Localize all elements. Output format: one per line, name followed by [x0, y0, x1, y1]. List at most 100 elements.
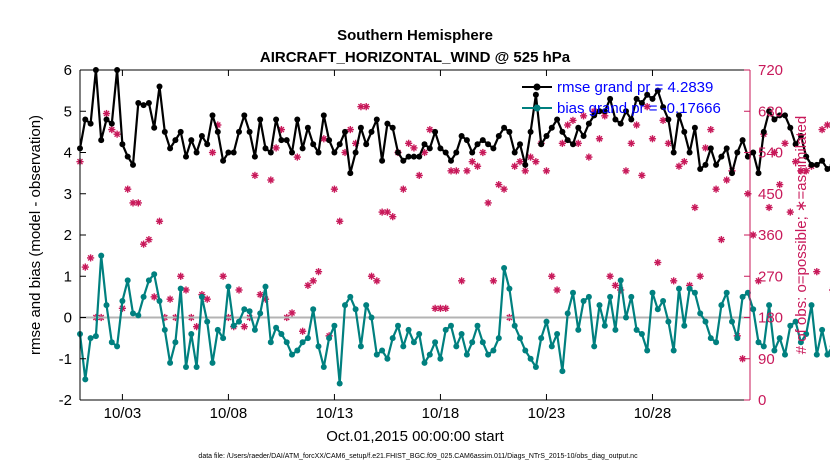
rmse-point: [495, 133, 502, 139]
bias-point: [564, 310, 571, 317]
bias-point: [331, 322, 338, 329]
rmse-point: [532, 91, 539, 98]
rmse-point: [760, 128, 767, 135]
bias-point: [395, 322, 401, 329]
obs-count-marker: [87, 254, 95, 262]
rmse-point: [108, 120, 115, 127]
rmse-point: [554, 116, 561, 123]
rmse-point: [172, 137, 179, 144]
rmse-point: [575, 124, 582, 131]
rmse-point: [660, 104, 667, 111]
bias-point: [437, 355, 444, 362]
bias-point: [379, 347, 386, 354]
obs-count-marker: [177, 272, 185, 280]
bias-point: [697, 310, 704, 317]
obs-count-marker: [786, 208, 794, 216]
rmse-point: [617, 120, 624, 127]
rmse-point: [246, 128, 253, 135]
obs-count-marker: [108, 125, 116, 134]
rmse-point: [665, 116, 672, 123]
obs-count-marker: [155, 217, 164, 225]
bias-point: [792, 318, 799, 325]
obs-count-marker: [140, 240, 148, 248]
obs-count-marker: [272, 144, 280, 152]
rmse-point: [373, 116, 380, 123]
y2-tick-label: 630: [758, 103, 783, 120]
bias-point: [82, 376, 89, 383]
rmse-point: [177, 128, 184, 135]
bias-point: [410, 339, 417, 346]
rmse-point: [220, 157, 227, 164]
rmse-point: [230, 149, 237, 156]
obs-count-marker: [468, 158, 476, 166]
bias-point: [782, 351, 788, 358]
rmse-point: [395, 149, 401, 156]
rmse-point: [511, 149, 518, 156]
obs-count-marker: [378, 208, 386, 216]
rmse-point: [570, 141, 576, 148]
obs-count-marker: [791, 158, 800, 166]
y-tick-label: 6: [64, 62, 72, 79]
bias-point: [267, 339, 274, 346]
bias-point: [543, 318, 550, 325]
bias-point: [124, 277, 131, 284]
rmse-point: [686, 149, 693, 156]
bias-point: [114, 343, 121, 350]
rmse-point: [458, 133, 465, 139]
bias-point: [803, 331, 810, 337]
bias-point: [352, 306, 359, 313]
bias-point: [241, 306, 248, 313]
rmse-point: [766, 108, 773, 115]
rmse-point: [278, 137, 285, 144]
bias-point: [750, 306, 757, 313]
rmse-point: [744, 153, 751, 160]
bias-point: [98, 252, 105, 259]
bias-point: [548, 343, 555, 350]
rmse-point: [638, 100, 645, 106]
bias-point: [108, 339, 115, 346]
rmse-point: [241, 112, 248, 119]
obs-count-marker: [707, 125, 715, 134]
bias-point: [405, 326, 412, 333]
obs-count-marker: [336, 217, 344, 225]
x-tick-label: 10/28: [634, 405, 672, 422]
legend-label-bias: bias grand pr = -0.17666: [557, 100, 721, 117]
bias-point: [776, 335, 783, 342]
obs-count-marker: [521, 167, 529, 175]
obs-count-marker: [595, 135, 604, 143]
obs-count-marker: [362, 103, 370, 111]
rmse-point: [681, 128, 688, 135]
rmse-point: [432, 128, 439, 135]
obs-count-marker: [818, 125, 826, 134]
rmse-point: [342, 128, 348, 135]
obs-count-marker: [738, 355, 747, 363]
obs-count-marker: [208, 148, 217, 157]
rmse-point: [310, 141, 317, 148]
bias-point: [739, 293, 746, 300]
obs-count-marker: [203, 295, 211, 303]
rmse-point: [697, 166, 704, 172]
bias-point: [771, 347, 778, 354]
y2-tick-label: 720: [758, 62, 783, 79]
bias-point: [660, 298, 667, 304]
series-line-bias: [78, 254, 830, 385]
bias-point: [347, 293, 354, 300]
bias-point: [501, 265, 508, 271]
rmse-point: [294, 116, 301, 123]
bias-point: [681, 322, 688, 329]
rmse-point: [357, 124, 364, 131]
bias-point: [686, 285, 693, 292]
bias-point: [458, 331, 465, 337]
obs-count-marker: [383, 208, 392, 216]
bias-point: [490, 347, 497, 354]
obs-count-marker: [373, 277, 381, 285]
rmse-point: [421, 141, 428, 148]
rmse-point: [145, 100, 152, 106]
rmse-point: [188, 137, 195, 144]
rmse-point: [103, 116, 110, 123]
bias-point: [628, 293, 635, 300]
bias-point: [278, 331, 285, 337]
bias-point: [130, 310, 136, 317]
obs-count-marker: [150, 293, 158, 301]
rmse-point: [119, 141, 126, 148]
